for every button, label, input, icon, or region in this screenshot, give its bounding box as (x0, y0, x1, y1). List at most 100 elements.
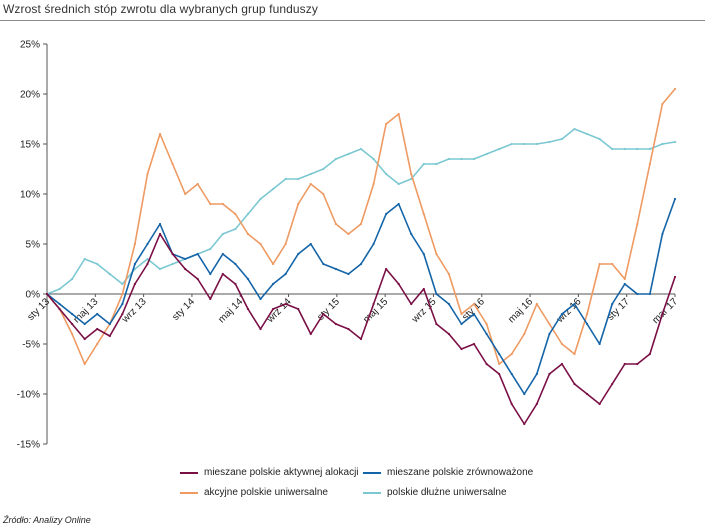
data-point-mieszane-polskie-aktywnej-alokacji (648, 352, 651, 356)
data-point-polskie-d-u-ne-uniwersalne (71, 277, 74, 281)
data-point-mieszane-polskie-aktywnej-alokacji (271, 307, 275, 311)
data-point-akcyjne-polskie-uniwersalne (209, 202, 212, 206)
data-point-polskie-d-u-ne-uniwersalne (535, 142, 538, 146)
data-point-akcyjne-polskie-uniwersalne (309, 182, 312, 186)
data-point-polskie-d-u-ne-uniwersalne (648, 147, 651, 151)
x-tick-label: maj 13 (71, 296, 100, 325)
data-point-akcyjne-polskie-uniwersalne (611, 262, 614, 266)
data-point-mieszane-polskie-aktywnej-alokacji (573, 382, 576, 386)
x-tick-label: maj 16 (506, 296, 535, 325)
data-point-mieszane-polskie-aktywnej-alokacji (422, 287, 425, 291)
data-point-mieszane-polskie-aktywnej-alokacji (259, 327, 262, 331)
y-tick-label: -5% (22, 340, 40, 351)
legend-swatch (363, 491, 381, 494)
series-line-akcyjne-polskie-uniwersalne (46, 88, 676, 365)
x-tick-label: mar 17 (650, 296, 680, 326)
legend-label: mieszane polskie aktywnej alokacji (204, 467, 359, 478)
data-point-polskie-d-u-ne-uniwersalne (309, 172, 312, 176)
data-point-mieszane-polskie-zr-wnowa-one (372, 242, 375, 246)
data-point-polskie-d-u-ne-uniwersalne (422, 162, 425, 166)
data-point-akcyjne-polskie-uniwersalne (221, 202, 224, 206)
data-point-akcyjne-polskie-uniwersalne (648, 162, 651, 166)
legend-item-zrownowazone: mieszane polskie zrównoważone (363, 467, 533, 478)
data-point-polskie-d-u-ne-uniwersalne (673, 140, 677, 144)
data-point-akcyjne-polskie-uniwersalne (661, 102, 664, 106)
data-point-mieszane-polskie-zr-wnowa-one (435, 292, 438, 296)
data-point-polskie-d-u-ne-uniwersalne (121, 282, 124, 286)
data-point-mieszane-polskie-zr-wnowa-one (322, 262, 325, 266)
data-point-akcyjne-polskie-uniwersalne (385, 122, 388, 126)
data-point-akcyjne-polskie-uniwersalne (184, 192, 187, 196)
data-point-mieszane-polskie-zr-wnowa-one (397, 202, 400, 206)
data-point-polskie-d-u-ne-uniwersalne (297, 177, 300, 181)
data-point-mieszane-polskie-zr-wnowa-one (121, 302, 124, 306)
data-point-akcyjne-polskie-uniwersalne (485, 322, 488, 326)
data-point-mieszane-polskie-zr-wnowa-one (234, 262, 237, 266)
data-point-polskie-d-u-ne-uniwersalne (472, 157, 476, 161)
data-point-polskie-d-u-ne-uniwersalne (221, 232, 224, 236)
data-point-akcyjne-polskie-uniwersalne (71, 332, 74, 336)
data-point-akcyjne-polskie-uniwersalne (322, 192, 325, 196)
data-point-akcyjne-polskie-uniwersalne (196, 182, 199, 186)
data-point-mieszane-polskie-aktywnej-alokacji (585, 392, 589, 396)
data-point-mieszane-polskie-zr-wnowa-one (573, 302, 576, 306)
data-point-polskie-d-u-ne-uniwersalne (573, 127, 576, 131)
data-point-mieszane-polskie-zr-wnowa-one (548, 332, 551, 336)
data-point-mieszane-polskie-aktywnej-alokacji (673, 275, 677, 279)
data-point-polskie-d-u-ne-uniwersalne (598, 137, 601, 141)
data-point-mieszane-polskie-zr-wnowa-one (359, 262, 363, 266)
legend-item-aktywnej-alokacji: mieszane polskie aktywnej alokacji (180, 467, 359, 478)
data-point-polskie-d-u-ne-uniwersalne (108, 272, 111, 276)
data-point-polskie-d-u-ne-uniwersalne (385, 172, 388, 176)
data-point-polskie-d-u-ne-uniwersalne (284, 177, 287, 181)
data-point-akcyjne-polskie-uniwersalne (284, 242, 287, 246)
data-point-akcyjne-polskie-uniwersalne (585, 312, 589, 316)
data-point-akcyjne-polskie-uniwersalne (246, 232, 250, 236)
legend-label: mieszane polskie zrównoważone (387, 467, 534, 478)
data-point-polskie-d-u-ne-uniwersalne (397, 182, 400, 186)
x-tick-label: maj 14 (216, 296, 245, 325)
data-point-akcyjne-polskie-uniwersalne (598, 262, 601, 266)
data-point-mieszane-polskie-aktywnej-alokacji (83, 337, 86, 341)
legend-swatch (363, 471, 381, 474)
data-point-akcyjne-polskie-uniwersalne (158, 132, 162, 136)
data-point-mieszane-polskie-zr-wnowa-one (58, 302, 61, 306)
data-point-polskie-d-u-ne-uniwersalne (171, 262, 174, 266)
data-point-polskie-d-u-ne-uniwersalne (259, 197, 262, 201)
data-point-polskie-d-u-ne-uniwersalne (460, 157, 463, 161)
data-point-akcyjne-polskie-uniwersalne (334, 222, 337, 226)
data-point-polskie-d-u-ne-uniwersalne (133, 267, 137, 271)
data-point-mieszane-polskie-aktywnej-alokacji (372, 302, 375, 306)
data-point-mieszane-polskie-zr-wnowa-one (259, 297, 262, 301)
data-point-mieszane-polskie-zr-wnowa-one (472, 312, 476, 316)
data-point-mieszane-polskie-zr-wnowa-one (636, 292, 639, 296)
data-point-polskie-d-u-ne-uniwersalne (271, 187, 275, 191)
data-point-mieszane-polskie-aktywnej-alokacji (636, 362, 639, 366)
data-point-mieszane-polskie-zr-wnowa-one (611, 302, 614, 306)
data-point-mieszane-polskie-aktywnej-alokacji (284, 302, 287, 306)
data-point-polskie-d-u-ne-uniwersalne (359, 147, 363, 151)
data-point-akcyjne-polskie-uniwersalne (623, 277, 626, 281)
data-point-mieszane-polskie-zr-wnowa-one (184, 257, 187, 261)
data-point-mieszane-polskie-aktywnej-alokacji (121, 312, 124, 316)
data-point-mieszane-polskie-zr-wnowa-one (221, 252, 224, 256)
data-point-mieszane-polskie-zr-wnowa-one (623, 282, 626, 286)
data-point-mieszane-polskie-zr-wnowa-one (447, 302, 451, 306)
data-point-mieszane-polskie-zr-wnowa-one (560, 312, 564, 316)
data-point-polskie-d-u-ne-uniwersalne (498, 147, 501, 151)
data-point-akcyjne-polskie-uniwersalne (510, 352, 513, 356)
data-point-akcyjne-polskie-uniwersalne (234, 212, 237, 216)
data-point-mieszane-polskie-zr-wnowa-one (96, 312, 99, 316)
data-point-mieszane-polskie-aktywnej-alokacji (661, 312, 664, 316)
data-point-polskie-d-u-ne-uniwersalne (372, 157, 375, 161)
data-point-mieszane-polskie-aktywnej-alokacji (146, 262, 149, 266)
y-tick-label: 5% (26, 240, 41, 251)
legend-label: akcyjne polskie uniwersalne (204, 487, 328, 498)
data-point-mieszane-polskie-aktywnej-alokacji (221, 272, 224, 276)
data-point-mieszane-polskie-aktywnej-alokacji (385, 267, 388, 271)
data-point-mieszane-polskie-zr-wnowa-one (422, 252, 425, 256)
data-point-mieszane-polskie-zr-wnowa-one (485, 332, 488, 336)
data-point-mieszane-polskie-aktywnej-alokacji (548, 372, 551, 376)
data-point-polskie-d-u-ne-uniwersalne (96, 262, 99, 266)
data-point-polskie-d-u-ne-uniwersalne (447, 157, 451, 161)
